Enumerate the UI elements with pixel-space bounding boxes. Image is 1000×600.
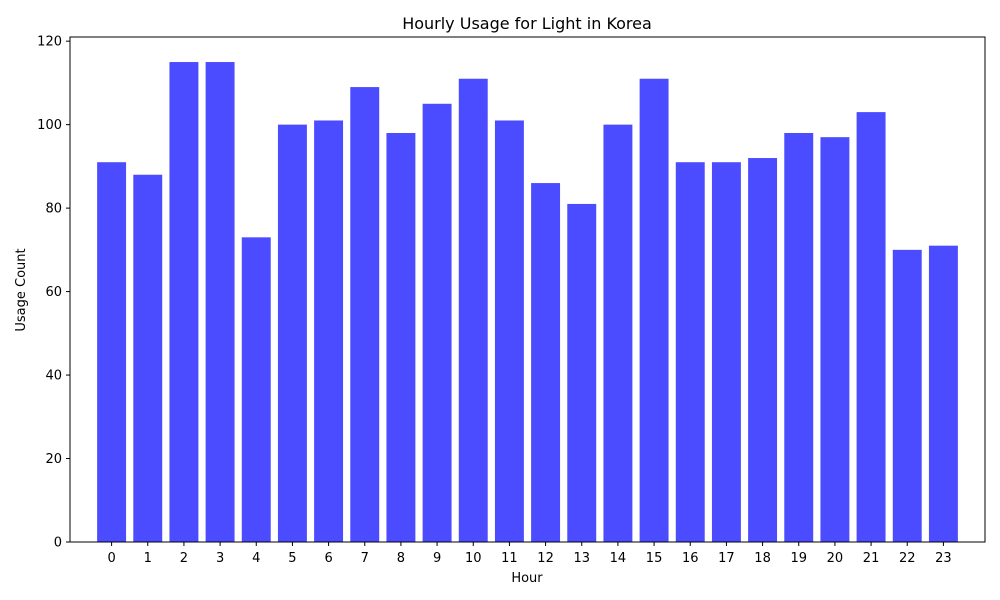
bar-hour-2 (169, 62, 199, 542)
bar-hour-1 (133, 174, 163, 542)
x-tick-label: 16 (682, 551, 699, 566)
x-tick-label: 6 (324, 551, 332, 566)
x-tick-label: 20 (827, 551, 844, 566)
y-tick-label: 120 (37, 35, 62, 50)
bar-hour-5 (277, 124, 307, 543)
bar-hour-19 (784, 132, 814, 542)
x-tick-label: 11 (501, 551, 518, 566)
bar-hour-9 (422, 103, 452, 543)
bar-hour-10 (458, 78, 488, 542)
x-tick-label: 10 (465, 551, 482, 566)
x-tick-label: 17 (718, 551, 735, 566)
x-tick-label: 14 (610, 551, 627, 566)
chart-title: Hourly Usage for Light in Korea (402, 14, 652, 33)
x-axis-ticks: 0 1 2 3 4 5 6 7 8 9 10 11 12 13 14 15 16 17 18 19 20 21 22 23 (107, 542, 952, 566)
bars-group (97, 62, 958, 543)
bar-hour-4 (241, 237, 271, 543)
plot-frame (69, 36, 986, 543)
y-axis-label: Usage Count (14, 248, 29, 331)
x-tick-label: 15 (646, 551, 663, 566)
y-axis-ticks: 0 20 40 60 80 100 120 (37, 35, 70, 551)
bar-hour-22 (892, 249, 922, 542)
bar-hour-23 (928, 245, 958, 543)
bar-hour-6 (314, 120, 344, 543)
bar-hour-16 (675, 162, 705, 542)
bar-hour-8 (386, 132, 416, 542)
bar-hour-3 (205, 62, 235, 542)
x-tick-label: 2 (180, 551, 188, 566)
bar-hour-0 (97, 162, 127, 542)
x-tick-label: 13 (573, 551, 590, 566)
bar-hour-7 (350, 87, 380, 542)
x-tick-label: 19 (790, 551, 807, 566)
bar-hour-20 (820, 137, 850, 542)
bar-hour-17 (711, 162, 741, 542)
y-tick-label: 80 (45, 202, 62, 217)
x-tick-label: 23 (935, 551, 952, 566)
y-tick-label: 40 (45, 369, 62, 384)
x-tick-label: 12 (537, 551, 554, 566)
x-axis-label: Hour (511, 571, 543, 586)
bar-hour-21 (856, 112, 886, 543)
x-tick-label: 8 (397, 551, 405, 566)
x-tick-label: 9 (433, 551, 441, 566)
x-tick-label: 1 (144, 551, 152, 566)
bar-hour-18 (748, 158, 778, 542)
y-tick-label: 100 (37, 118, 62, 133)
y-tick-label: 0 (54, 536, 62, 551)
bar-hour-13 (567, 203, 597, 543)
x-tick-label: 5 (288, 551, 296, 566)
x-tick-label: 21 (863, 551, 880, 566)
bar-hour-14 (603, 124, 633, 543)
x-tick-label: 7 (361, 551, 369, 566)
x-tick-label: 18 (754, 551, 771, 566)
bar-hour-11 (494, 120, 524, 543)
bar-hour-15 (639, 78, 669, 542)
y-tick-label: 20 (45, 452, 62, 467)
bar-hour-12 (531, 183, 561, 542)
x-tick-label: 22 (899, 551, 916, 566)
x-tick-label: 4 (252, 551, 260, 566)
y-tick-label: 60 (45, 285, 62, 300)
x-tick-label: 0 (107, 551, 115, 566)
x-tick-label: 3 (216, 551, 224, 566)
